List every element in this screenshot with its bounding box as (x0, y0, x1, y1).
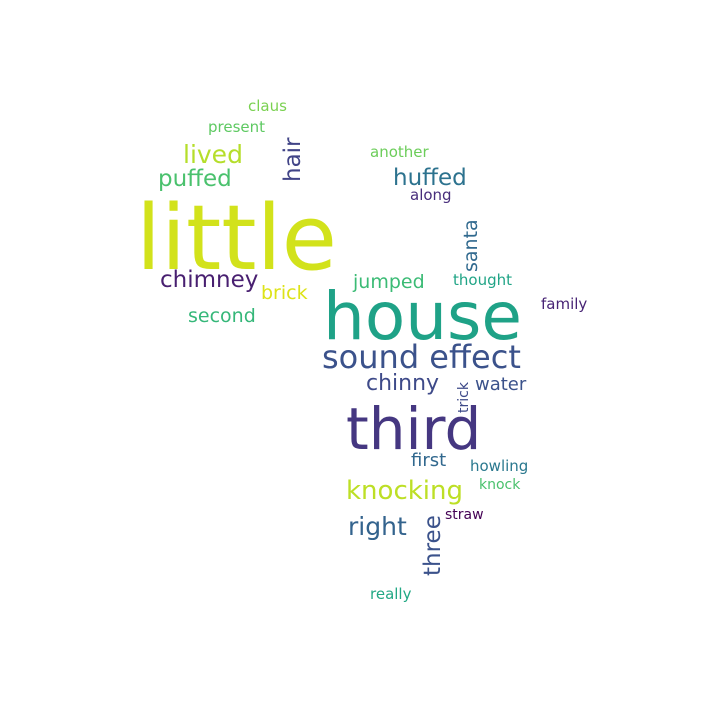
word-claus: claus (248, 97, 287, 115)
word-knocking: knocking (346, 476, 463, 506)
word-brick: brick (261, 282, 308, 304)
word-howling: howling (470, 457, 529, 475)
word-knock: knock (479, 477, 521, 493)
word-right: right (348, 512, 407, 541)
word-three: three (420, 515, 446, 576)
word-puffed: puffed (158, 166, 232, 192)
word-family: family (541, 295, 588, 313)
word-second: second (188, 305, 256, 327)
word-water: water (475, 374, 527, 395)
word-house: house (323, 278, 523, 355)
word-first: first (411, 450, 447, 471)
word-straw: straw (445, 507, 484, 523)
word-jumped: jumped (353, 271, 425, 293)
word-trick: trick (456, 382, 472, 413)
word-really: really (370, 585, 412, 603)
word-little: little (136, 186, 337, 291)
word-along: along (410, 186, 452, 204)
word-huffed: huffed (393, 165, 467, 191)
word-another: another (370, 143, 429, 161)
word-chimney: chimney (160, 267, 259, 293)
word-santa: santa (460, 219, 482, 272)
word-chinny: chinny (366, 371, 440, 396)
word-present: present (208, 118, 266, 136)
word-sound-effect: sound effect (322, 338, 521, 376)
word-lived: lived (183, 140, 243, 169)
word-thought: thought (453, 271, 512, 289)
word-third: third (346, 395, 482, 463)
word-hair: hair (280, 137, 306, 182)
